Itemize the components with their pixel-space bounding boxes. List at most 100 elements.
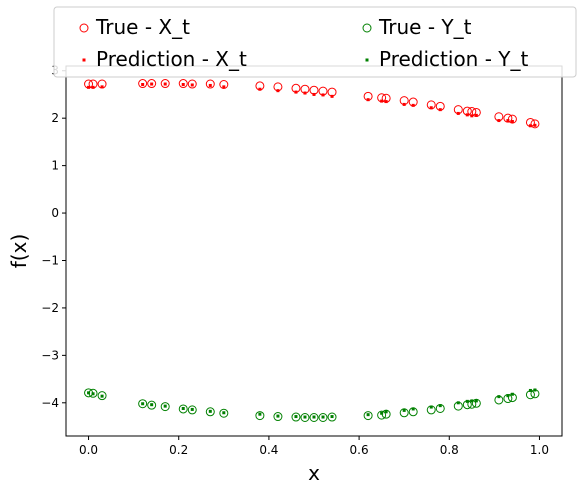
point-prediction-x-t bbox=[438, 108, 442, 112]
plot-frame bbox=[65, 65, 563, 437]
point-prediction-y-t bbox=[312, 415, 316, 419]
legend-label: True - Y_t bbox=[378, 15, 472, 39]
point-true-y-t bbox=[471, 398, 481, 408]
point-prediction-y-t bbox=[429, 405, 433, 409]
y-tick-label: 0 bbox=[51, 206, 59, 220]
point-prediction-x-t bbox=[330, 94, 334, 98]
legend-label: Prediction - Y_t bbox=[379, 47, 529, 71]
point-prediction-y-t bbox=[87, 391, 91, 395]
point-prediction-y-t bbox=[474, 399, 478, 403]
point-prediction-x-t bbox=[190, 83, 194, 87]
point-prediction-x-t bbox=[258, 87, 262, 91]
point-prediction-x-t bbox=[87, 85, 91, 89]
y-tick-label: −3 bbox=[41, 348, 59, 362]
point-prediction-x-t bbox=[528, 124, 532, 128]
point-prediction-x-t bbox=[163, 82, 167, 86]
point-true-y-t bbox=[318, 413, 328, 422]
point-prediction-y-t bbox=[465, 399, 469, 403]
point-prediction-y-t bbox=[222, 411, 226, 415]
point-prediction-y-t bbox=[294, 415, 298, 419]
point-prediction-x-t bbox=[384, 100, 388, 104]
legend-label: Prediction - X_t bbox=[96, 47, 247, 71]
point-prediction-y-t bbox=[438, 404, 442, 408]
point-prediction-y-t bbox=[258, 412, 262, 416]
point-true-x-t bbox=[503, 113, 513, 123]
y-axis: −4−3−2−10123 bbox=[41, 64, 66, 410]
plot-marks bbox=[84, 79, 540, 422]
point-true-y-t bbox=[377, 410, 387, 420]
point-true-x-t bbox=[530, 119, 540, 129]
point-prediction-y-t bbox=[303, 415, 307, 419]
y-tick-label: 1 bbox=[51, 159, 59, 173]
point-true-y-t bbox=[291, 412, 301, 422]
point-true-x-t bbox=[187, 79, 197, 89]
point-prediction-x-t bbox=[533, 123, 537, 127]
y-tick-label: −4 bbox=[41, 396, 59, 410]
legend-marker bbox=[82, 58, 86, 62]
point-true-y-t bbox=[255, 411, 265, 421]
point-true-y-t bbox=[399, 408, 409, 418]
legend-box bbox=[53, 6, 577, 78]
point-true-y-t bbox=[309, 413, 319, 422]
point-prediction-y-t bbox=[330, 415, 334, 419]
point-prediction-y-t bbox=[366, 413, 370, 417]
point-true-x-t bbox=[178, 79, 188, 89]
point-prediction-y-t bbox=[402, 408, 406, 412]
point-prediction-x-t bbox=[100, 85, 104, 89]
point-true-y-t bbox=[205, 407, 215, 417]
point-prediction-y-t bbox=[321, 415, 325, 419]
x-axis: 0.0 0.2 0.4 0.6 0.8 1.0 bbox=[79, 436, 549, 457]
point-prediction-x-t bbox=[303, 91, 307, 95]
point-true-x-t bbox=[160, 79, 170, 89]
point-true-y-t bbox=[97, 391, 107, 401]
point-prediction-y-t bbox=[456, 401, 460, 405]
point-true-y-t bbox=[178, 404, 188, 414]
legend: True - X_t Prediction - X_t True - Y_t Pred… bbox=[53, 6, 577, 78]
point-prediction-y-t bbox=[141, 402, 145, 406]
x-tick-label: 0.6 bbox=[350, 443, 369, 457]
point-prediction-y-t bbox=[181, 406, 185, 410]
point-true-y-t bbox=[160, 402, 170, 412]
point-true-y-t bbox=[363, 411, 373, 421]
y-tick-label: −1 bbox=[41, 253, 59, 267]
y-tick-label: 2 bbox=[51, 111, 59, 125]
point-true-y-t bbox=[138, 399, 148, 409]
point-prediction-x-t bbox=[321, 93, 325, 97]
point-prediction-x-t bbox=[294, 90, 298, 94]
point-true-x-t bbox=[219, 80, 229, 89]
point-true-x-t bbox=[147, 79, 157, 89]
point-prediction-x-t bbox=[208, 83, 212, 87]
point-prediction-y-t bbox=[276, 414, 280, 418]
point-prediction-x-t bbox=[366, 98, 370, 102]
point-prediction-y-t bbox=[411, 407, 415, 411]
point-prediction-y-t bbox=[497, 395, 501, 399]
point-prediction-y-t bbox=[380, 411, 384, 415]
point-prediction-y-t bbox=[528, 388, 532, 392]
x-tick-label: 0.2 bbox=[169, 443, 188, 457]
point-prediction-x-t bbox=[506, 119, 510, 123]
point-prediction-x-t bbox=[497, 119, 501, 123]
point-prediction-x-t bbox=[380, 99, 384, 103]
point-prediction-x-t bbox=[510, 120, 514, 123]
point-true-x-t bbox=[138, 79, 148, 89]
y-tick-label: −2 bbox=[41, 301, 59, 315]
point-prediction-x-t bbox=[312, 92, 316, 96]
point-prediction-x-t bbox=[150, 82, 154, 86]
point-prediction-y-t bbox=[150, 403, 154, 407]
point-prediction-x-t bbox=[91, 85, 95, 89]
point-prediction-y-t bbox=[163, 404, 167, 408]
point-prediction-x-t bbox=[470, 114, 474, 118]
y-axis-label: f(x) bbox=[7, 234, 31, 268]
point-prediction-y-t bbox=[91, 392, 95, 396]
point-true-y-t bbox=[147, 400, 157, 410]
legend-label: True - X_t bbox=[95, 15, 190, 39]
point-true-y-t bbox=[300, 413, 310, 422]
point-prediction-y-t bbox=[208, 409, 212, 413]
point-true-y-t bbox=[327, 412, 337, 422]
x-tick-label: 0.4 bbox=[259, 443, 278, 457]
point-prediction-y-t bbox=[470, 399, 474, 403]
legend-marker bbox=[79, 23, 89, 33]
point-prediction-x-t bbox=[465, 113, 469, 117]
x-tick-label: 0.8 bbox=[440, 443, 459, 457]
